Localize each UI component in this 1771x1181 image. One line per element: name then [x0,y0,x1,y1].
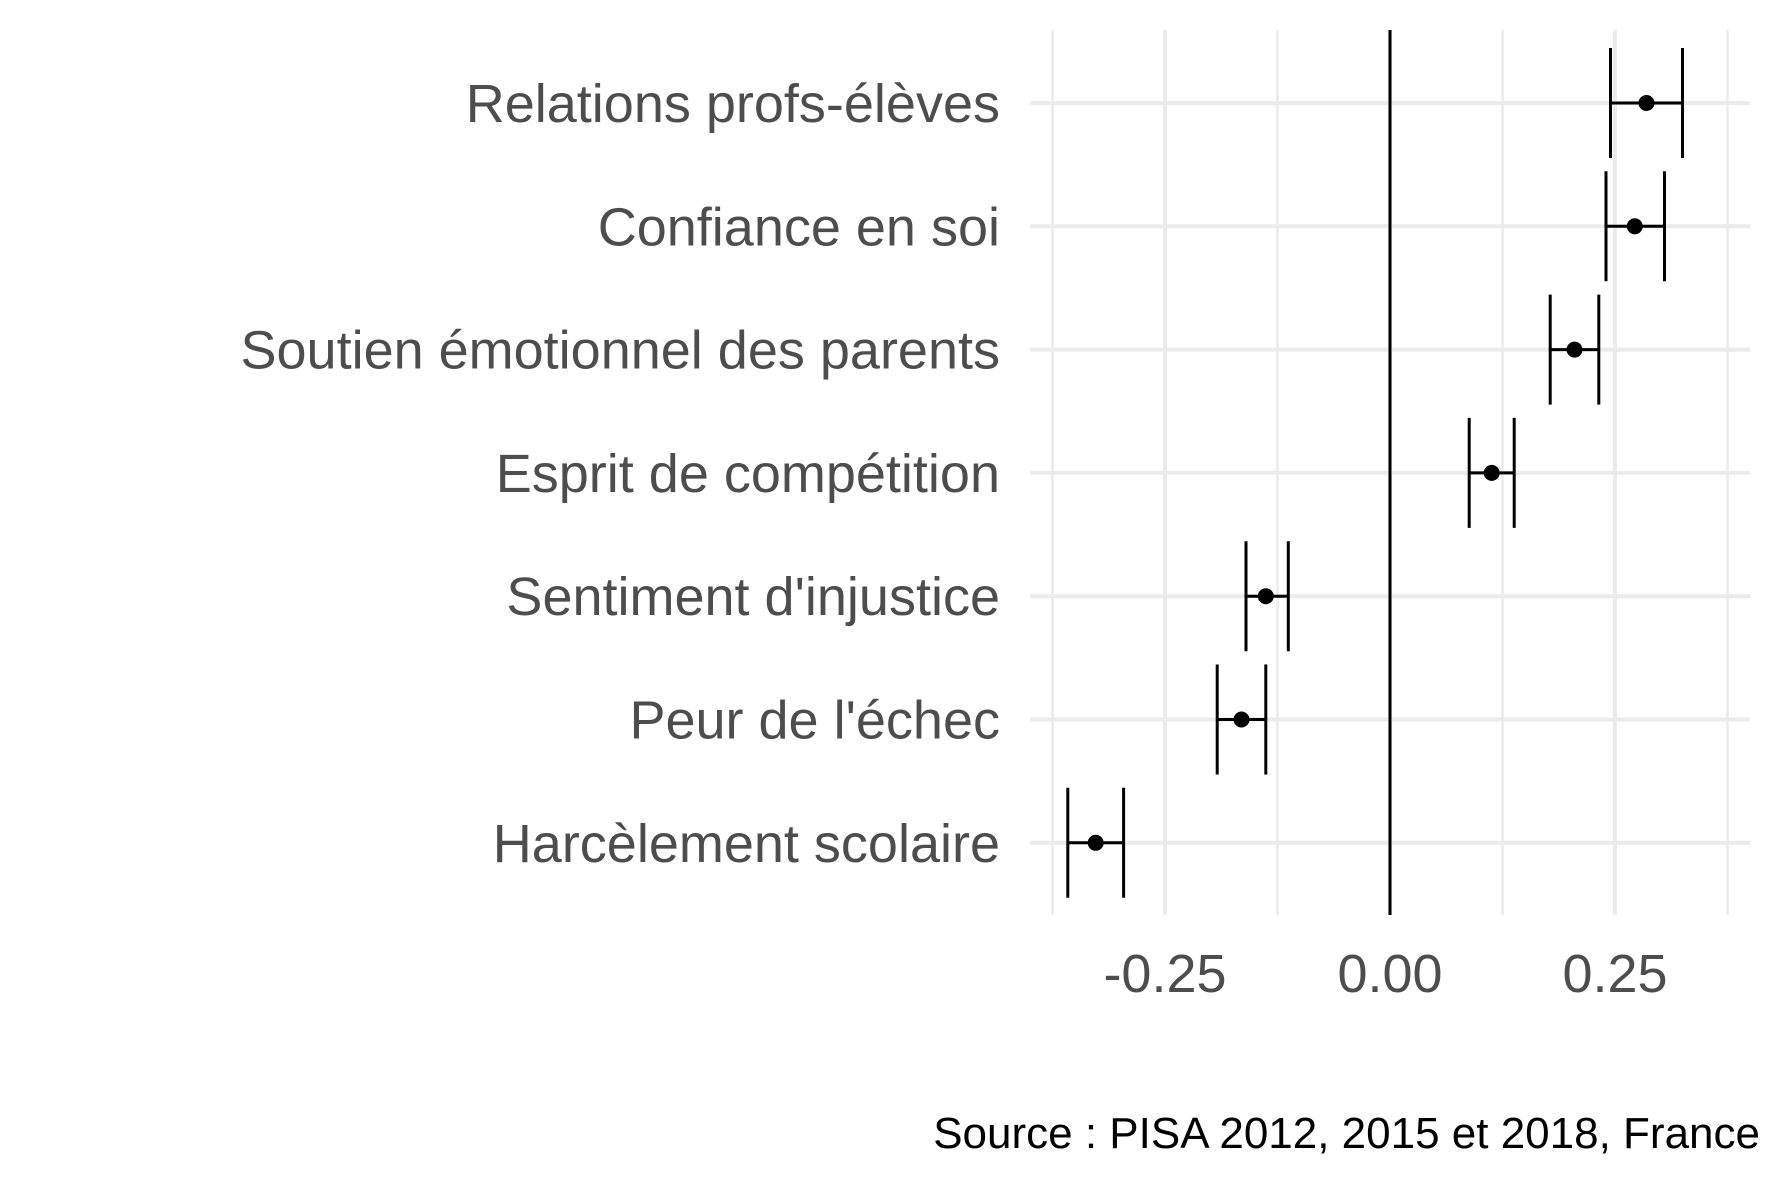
x-axis-ticks: -0.25 0.00 0.25 [1103,944,1667,1004]
category-label: Harcèlement scolaire [493,814,1000,874]
category-label: Confiance en soi [598,197,1000,257]
estimate-point [1257,588,1274,605]
estimate-point [1087,834,1104,851]
x-tick-label: -0.25 [1103,944,1226,1004]
estimate-point [1626,218,1643,235]
estimate-point [1566,341,1583,358]
category-label: Peur de l'échec [629,691,1000,751]
estimate-point [1233,711,1250,728]
category-label: Relations profs-élèves [466,74,1000,134]
source-caption: Source : PISA 2012, 2015 et 2018, France [933,1109,1760,1158]
x-tick-label: 0.00 [1337,944,1442,1004]
category-label: Sentiment d'injustice [506,567,1000,627]
estimates [1066,48,1684,898]
x-tick-label: 0.25 [1562,944,1667,1004]
estimate-point [1638,95,1655,111]
category-label: Soutien émotionnel des parents [240,321,1000,381]
category-labels: Relations profs-élèves Confiance en soi So… [240,74,1000,874]
estimate-point [1483,464,1500,481]
category-label: Esprit de compétition [496,444,1000,504]
